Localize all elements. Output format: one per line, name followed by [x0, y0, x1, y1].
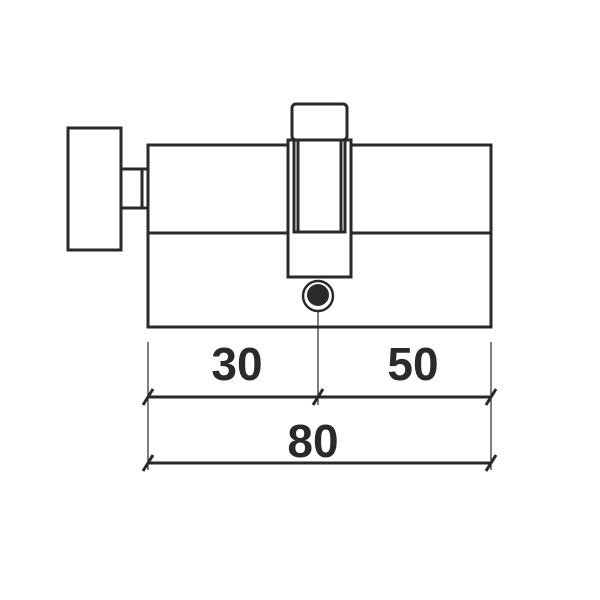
tick-upper-left [141, 388, 155, 406]
tick-lower-right [484, 454, 498, 472]
dimension-label-left: 30 [211, 338, 262, 390]
knob-body [66, 126, 123, 252]
thumb-turn-knob [66, 126, 148, 252]
dimension-label-right: 50 [387, 338, 438, 390]
witness-lines [147, 310, 492, 470]
cam-slot-inner [292, 138, 347, 234]
screw-hole-dot [307, 284, 329, 306]
dimension-line-upper [141, 388, 498, 406]
dimension-line-lower [141, 454, 498, 472]
tick-upper-center [311, 388, 325, 406]
cam-head [290, 102, 349, 142]
dimension-label-total: 80 [287, 415, 338, 467]
tick-lower-left [141, 454, 155, 472]
cam-assembly [286, 102, 353, 279]
fixing-screw-hole [301, 279, 335, 313]
tick-upper-right [484, 388, 498, 406]
